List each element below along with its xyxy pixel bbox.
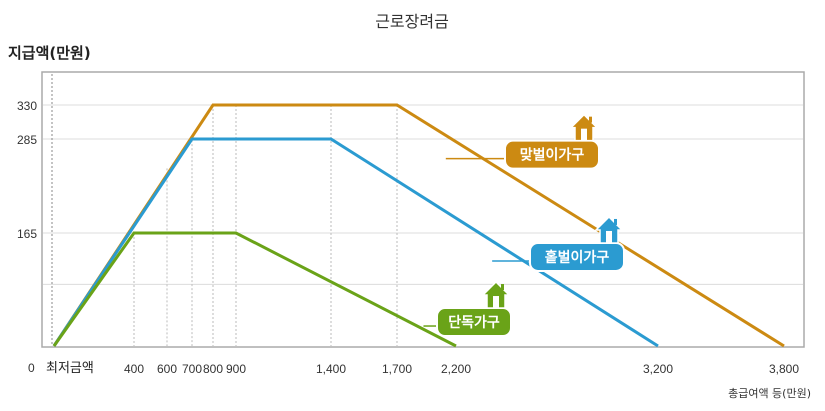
- y-tick-labels: 0 165 285 330: [17, 99, 37, 375]
- legend-item-2: 단독가구: [423, 280, 512, 338]
- house-door: [606, 230, 612, 243]
- y-tick-label-330: 330: [17, 99, 37, 113]
- legend-badge-2: [436, 307, 512, 338]
- vertical-guides: [133, 105, 398, 346]
- x-tick-label-3200: 3,200: [643, 362, 673, 376]
- x-tick-label-800: 800: [203, 362, 223, 376]
- y-tick-label-165: 165: [17, 227, 37, 241]
- x-tick-label-3800: 3,800: [769, 362, 799, 376]
- y-tick-label-285: 285: [17, 133, 37, 147]
- legend-badge-1: [529, 241, 625, 272]
- legend-label-0: 맞벌이가구: [520, 147, 585, 164]
- x-tick-labels: 400 600 700 800 900 1,400 1,700 2,200 3,200 3,800: [124, 362, 799, 376]
- x-tick-label-1700: 1,700: [382, 362, 412, 376]
- plot-frame: [41, 71, 805, 348]
- series-layer: [52, 103, 785, 348]
- series-line-1: [52, 137, 659, 348]
- house-icon: [569, 113, 599, 142]
- x-tick-label-1400: 1,400: [316, 362, 346, 376]
- x-tick-label-600: 600: [157, 362, 177, 376]
- x-tick-label-900: 900: [226, 362, 246, 376]
- house-chimney: [589, 116, 592, 123]
- house-door: [493, 296, 499, 309]
- house-chimney: [501, 284, 504, 291]
- house-icon: [594, 215, 624, 244]
- x-tick-label-2200: 2,200: [441, 362, 471, 376]
- house-icon: [481, 280, 511, 309]
- legend-label-1: 홑벌이가구: [545, 249, 610, 266]
- legend-item-1: 홑벌이가구: [492, 215, 625, 272]
- x-tick-label-400: 400: [124, 362, 144, 376]
- min-wage-label: 최저금액: [46, 361, 94, 376]
- y-axis-label: 지급액(만원): [8, 44, 91, 62]
- house-door: [581, 128, 587, 141]
- legend-label-2: 단독가구: [448, 314, 500, 331]
- x-axis-label: 총급여액 등(만원): [728, 387, 811, 400]
- y-tick-label-0: 0: [28, 361, 35, 375]
- legend-item-0: 맞벌이가구: [445, 113, 600, 170]
- chart-title: 근로장려금: [375, 12, 449, 31]
- x-tick-label-700: 700: [182, 362, 202, 376]
- house-body: [481, 280, 511, 309]
- legend-badge-0: [504, 139, 600, 170]
- series-line-2: [52, 231, 457, 348]
- house-chimney: [614, 218, 617, 225]
